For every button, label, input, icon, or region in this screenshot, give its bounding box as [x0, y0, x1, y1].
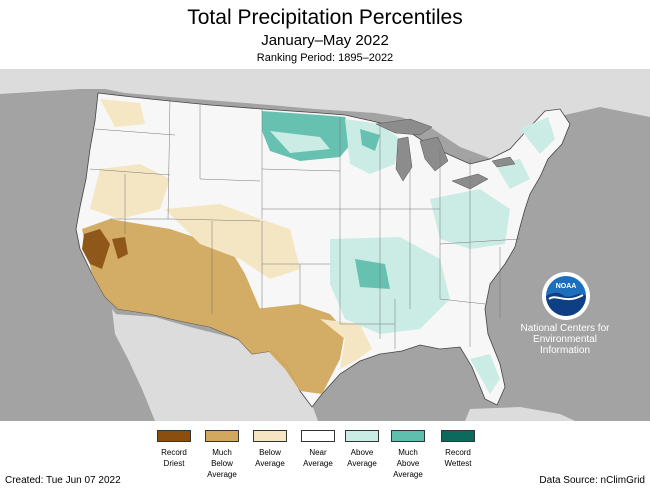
created-date: Created: Tue Jun 07 2022	[5, 475, 121, 486]
ncei-line-1: National Centers for	[520, 323, 610, 334]
legend-swatch-much-below	[205, 430, 239, 442]
ncei-line-3: Information	[539, 345, 591, 356]
legend-swatch-record-wettest	[441, 430, 475, 442]
percentile-legend: Record Driest Much Below Average Below Avera…	[0, 430, 650, 486]
noaa-logo: NOAA	[542, 272, 590, 320]
ncei-line-2: Environmental	[533, 334, 597, 345]
precipitation-map	[0, 69, 650, 421]
ranking-period: Ranking Period: 1895–2022	[256, 52, 394, 64]
legend-label-above: Above Average	[347, 448, 377, 468]
data-source: Data Source: nClimGrid	[539, 475, 645, 486]
mexico-land	[115, 314, 318, 421]
conus-land	[75, 92, 571, 408]
legend-label-near: Near Average	[303, 448, 333, 468]
ncei-label: National Centers for Environmental Infor…	[510, 323, 620, 356]
canada-land	[0, 69, 650, 159]
legend-swatch-above	[345, 430, 379, 442]
legend-label-much-above: Much Above Average	[393, 448, 423, 479]
legend-swatch-near	[301, 430, 335, 442]
noaa-logo-text: NOAA	[556, 283, 577, 290]
legend-label-record-driest: Record Driest	[161, 448, 187, 468]
cuba-land	[465, 407, 575, 421]
map-title: Total Precipitation Percentiles	[187, 6, 463, 29]
legend-label-much-below: Much Below Average	[207, 448, 237, 479]
legend-label-below: Below Average	[255, 448, 285, 468]
map-subtitle: January–May 2022	[261, 32, 389, 49]
legend-label-record-wettest: Record Wettest	[444, 448, 472, 468]
state-borders	[89, 98, 521, 349]
legend-swatch-record-driest	[157, 430, 191, 442]
legend-swatch-below	[253, 430, 287, 442]
legend-swatch-much-above	[391, 430, 425, 442]
baja-land	[112, 309, 168, 421]
